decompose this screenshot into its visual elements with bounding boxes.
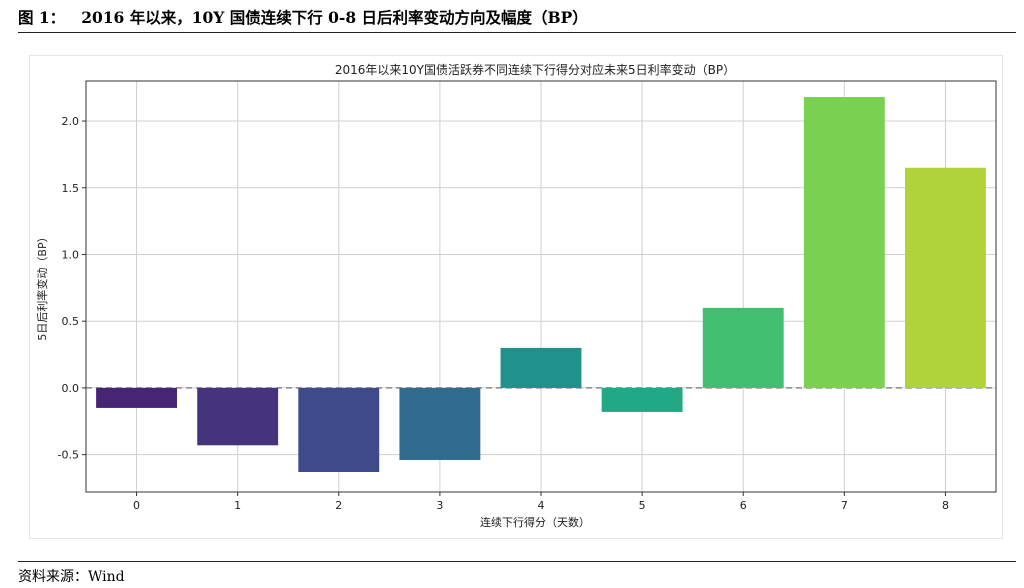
source-note: 资料来源：Wind [18,569,125,585]
bar [500,347,582,388]
figure-header: 图 1： 2016 年以来，10Y 国债连续下行 0-8 日后利率变动方向及幅度（… [18,6,588,30]
bar-chart: 2016年以来10Y国债活跃券不同连续下行得分对应未来5日利率变动（BP） -0… [35,62,997,529]
y-tick-label: 2.0 [62,115,80,128]
bar [601,387,683,412]
x-tick-label: 2 [335,499,342,512]
x-axis-ticks: 0 1 2 3 4 5 6 7 8 [133,492,949,512]
x-tick-label: 1 [234,499,241,512]
x-tick-label: 4 [538,499,545,512]
x-axis-label: 连续下行得分（天数） [480,515,590,529]
bar [96,387,177,408]
bar [399,387,481,460]
y-axis-label: 5日后利率变动（BP） [35,231,49,340]
y-axis-ticks: -0.5 0.0 0.5 1.0 1.5 2.0 [58,115,86,462]
x-tick-label: 7 [841,499,848,512]
figure-title: 2016 年以来，10Y 国债连续下行 0-8 日后利率变动方向及幅度（BP） [81,8,588,27]
x-tick-label: 6 [740,499,747,512]
bars [96,97,986,472]
y-tick-label: 0.0 [62,382,80,395]
x-tick-label: 0 [133,499,140,512]
y-tick-label: -0.5 [58,449,79,462]
y-tick-label: 0.5 [62,315,80,328]
bar [803,97,885,388]
top-rule [18,32,1016,33]
y-tick-label: 1.0 [62,248,80,261]
bar [197,387,279,446]
bar [298,387,380,472]
bar [905,167,986,388]
chart-title: 2016年以来10Y国债活跃券不同连续下行得分对应未来5日利率变动（BP） [335,62,735,77]
y-tick-label: 1.5 [62,182,80,195]
bottom-rule [18,561,1016,562]
x-tick-label: 3 [436,499,443,512]
x-tick-label: 8 [942,499,949,512]
chart-frame: 2016年以来10Y国债活跃券不同连续下行得分对应未来5日利率变动（BP） -0… [29,55,1003,539]
figure-label: 图 1： [18,8,66,27]
bar [702,307,784,388]
x-tick-label: 5 [639,499,646,512]
